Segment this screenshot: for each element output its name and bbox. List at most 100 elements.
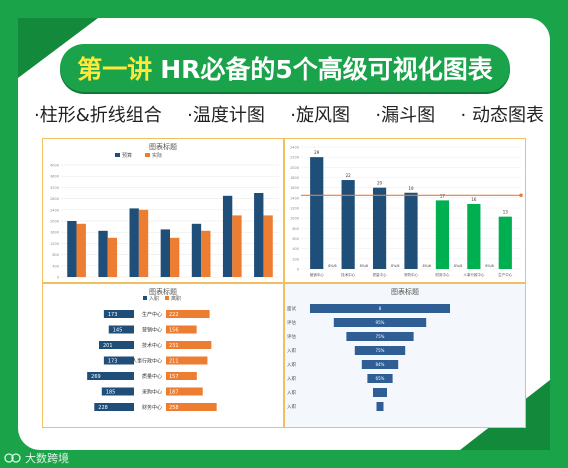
row-label: 评估 <box>287 319 296 326</box>
legend-label: 实际 <box>152 152 162 159</box>
bar <box>108 325 134 334</box>
bar <box>467 203 481 269</box>
funnel-bar <box>373 388 387 397</box>
bar <box>263 215 273 277</box>
y-tick-label: 0 <box>297 268 299 272</box>
funnel-chart-panel: 图表标题 面试 8 评估 95% 评估 75% 入职 75% 入职 84% 入职 65% 入职 入职 <box>284 283 526 428</box>
pct-label: 8%/6 <box>328 264 336 268</box>
data-label: 211 <box>169 358 179 364</box>
y-tick-label: 200 <box>292 257 299 261</box>
data-label: 13 <box>503 210 509 215</box>
bar <box>341 180 355 269</box>
category-label: 采购中心 <box>142 388 162 395</box>
y-tick-label: 1200 <box>50 242 59 246</box>
data-label: 75% <box>376 334 385 339</box>
subtitle-item: · 动态图表 <box>460 105 544 126</box>
pct-label: 8%/6 <box>422 264 430 268</box>
funnel-bar <box>346 332 414 341</box>
subtitle-item: ·柱形&折线组合 <box>34 105 162 126</box>
bar <box>107 237 118 277</box>
x-tick-label: 技术中心 <box>341 272 355 277</box>
funnel-bar <box>354 346 406 355</box>
bar <box>67 221 77 277</box>
bar <box>98 341 134 349</box>
thermometer-chart-panel: 2400 2200 2000 1800 1600 1400 1200 1000 800 600 40… <box>284 138 526 283</box>
y-tick-label: 2200 <box>290 156 299 160</box>
data-label: 222 <box>169 312 179 318</box>
category-label: 技术中心 <box>142 342 162 349</box>
chart-title: 图表标题 <box>149 143 177 151</box>
x-tick-label: 生产中心 <box>498 272 512 277</box>
data-label: 16 <box>471 197 477 202</box>
pct-label: 8%/6 <box>454 264 462 268</box>
bar <box>404 192 418 269</box>
x-tick-label: 人事行政中心 <box>463 272 484 277</box>
y-tick-label: 1400 <box>290 196 299 200</box>
data-label: 228 <box>98 405 108 411</box>
x-tick-label: 采购中心 <box>404 272 418 277</box>
y-tick-label: 2800 <box>50 197 59 201</box>
bar <box>138 209 149 277</box>
data-label: 84% <box>376 362 385 367</box>
chart-grid: 图表标题 预算 实际 4000 3600 3200 2800 2400 2000 1600 120… <box>42 138 526 428</box>
row-label: 入职 <box>287 376 296 382</box>
data-label: 156 <box>169 327 179 333</box>
bar <box>435 200 450 269</box>
data-label: 95% <box>376 320 385 325</box>
bar <box>129 208 139 277</box>
bar <box>160 229 170 277</box>
data-label: 187 <box>169 389 179 395</box>
bar <box>103 356 134 365</box>
bar <box>94 403 134 411</box>
y-tick-label: 1800 <box>290 176 299 180</box>
bar <box>98 230 108 277</box>
bar <box>166 341 212 349</box>
funnel-bar <box>376 402 384 411</box>
y-tick-label: 400 <box>292 247 299 251</box>
bar <box>101 387 134 396</box>
bar <box>372 187 387 269</box>
bar <box>166 387 203 396</box>
y-tick-label: 2000 <box>290 166 299 170</box>
bar <box>222 195 233 277</box>
legend-label: 预算 <box>122 152 132 159</box>
title-highlight: 第一讲 <box>77 55 153 84</box>
logo-icon <box>4 453 21 463</box>
y-tick-label: 800 <box>292 227 299 231</box>
y-tick-label: 3600 <box>50 175 59 179</box>
y-tick-label: 0 <box>57 276 59 280</box>
data-label: 258 <box>169 405 179 411</box>
data-label: 8 <box>379 306 382 311</box>
y-tick-label: 2000 <box>50 220 59 224</box>
bar <box>166 356 208 365</box>
data-label: 173 <box>108 312 118 318</box>
pct-label: 8%/6 <box>485 264 493 268</box>
chart-title: 图表标题 <box>149 288 177 296</box>
legend-swatch <box>115 153 120 157</box>
legend-label: 离职 <box>171 295 181 302</box>
category-label: 财务中心 <box>142 404 162 411</box>
bar <box>191 223 202 277</box>
data-label: 231 <box>169 343 179 349</box>
funnel-bar <box>310 304 450 313</box>
data-label: 157 <box>169 374 179 380</box>
data-label: 173 <box>108 358 118 364</box>
data-label: 19 <box>408 186 414 191</box>
title-text: HR必备的5个高级可视化图表 <box>160 55 493 84</box>
y-tick-label: 2400 <box>50 208 59 212</box>
bar <box>170 237 180 277</box>
bar <box>232 215 242 277</box>
data-label: 29 <box>314 150 320 155</box>
y-tick-label: 2400 <box>290 146 299 150</box>
bar <box>103 310 134 318</box>
reference-marker <box>519 193 523 198</box>
row-label: 入职 <box>287 390 296 396</box>
data-label: 185 <box>106 389 116 395</box>
y-tick-label: 1000 <box>290 217 299 221</box>
data-label: 269 <box>91 374 101 380</box>
tornado-chart: 入职 离职 173 生产中心 222 145 营销中心 156 201 技术中心 231 173 人事行… <box>87 295 217 411</box>
legend-swatch <box>165 296 169 300</box>
funnel-bar <box>367 374 393 383</box>
y-tick-label: 4000 <box>50 164 59 168</box>
